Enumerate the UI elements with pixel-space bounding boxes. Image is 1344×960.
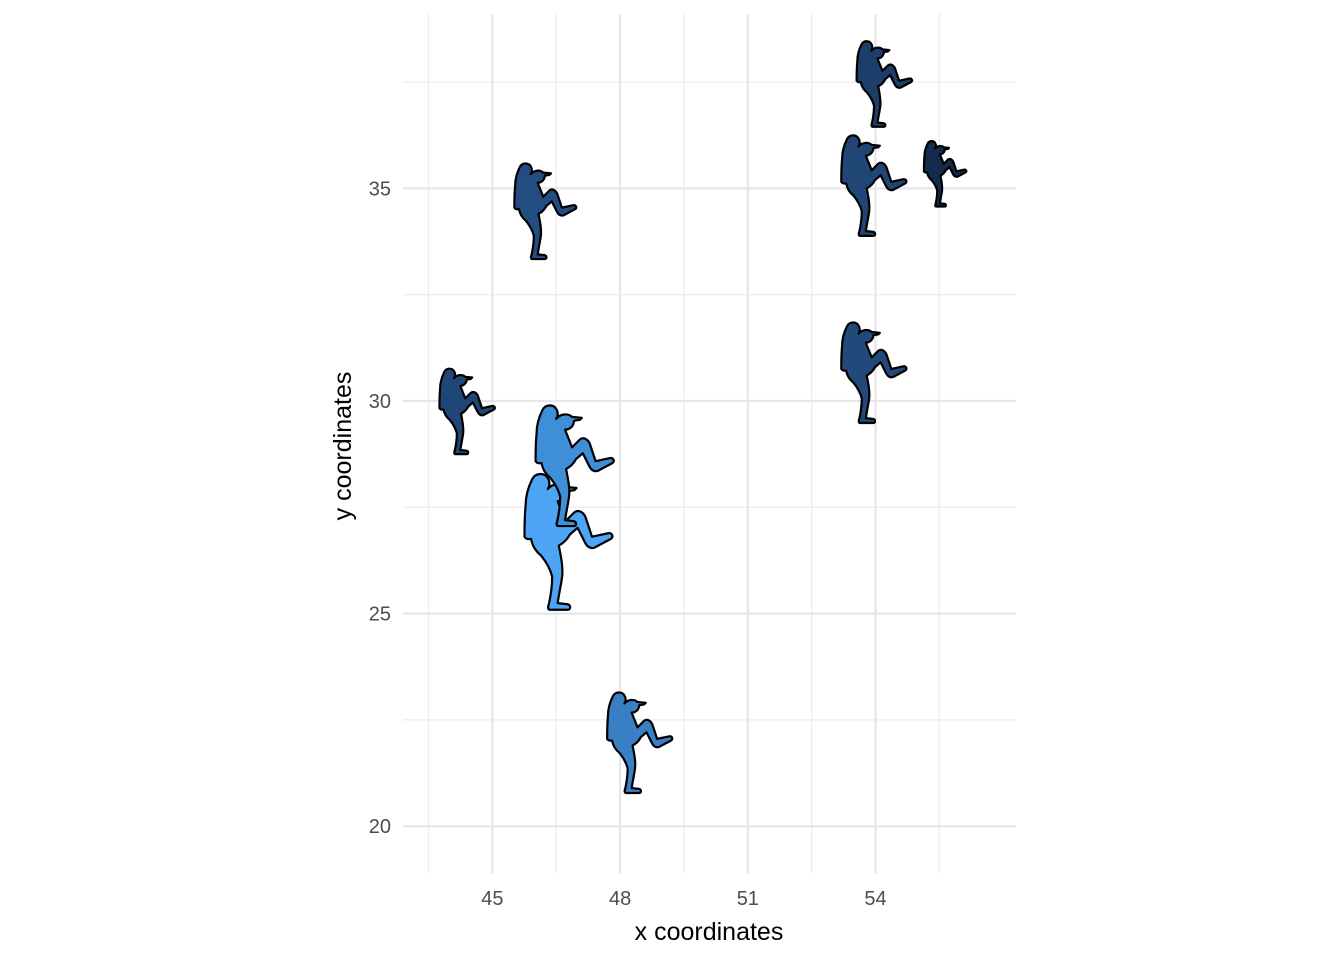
- y-tick-labels: 20 25 30 35: [369, 178, 391, 838]
- x-tick-label: 45: [481, 888, 503, 910]
- pitcher-point-5: [514, 164, 576, 260]
- pitcher-point-2: [536, 405, 614, 526]
- x-tick-labels: 45 48 51 54: [481, 888, 886, 910]
- x-tick-label: 51: [737, 888, 759, 910]
- x-tick-label: 54: [864, 888, 886, 910]
- y-tick-label: 25: [369, 604, 391, 626]
- pitcher-point-3: [607, 692, 672, 793]
- pitcher-point-7: [841, 135, 906, 236]
- pitcher-point-6: [841, 322, 906, 423]
- pitcher-point-9: [924, 141, 966, 206]
- y-axis-title: y coordinates: [329, 372, 357, 521]
- grid: [403, 14, 1016, 873]
- pitcher-point-4: [439, 369, 494, 454]
- x-tick-label: 48: [609, 888, 631, 910]
- pitcher-point-8: [857, 41, 912, 126]
- y-tick-label: 35: [369, 178, 391, 200]
- pitcher-markers: [439, 41, 966, 793]
- y-tick-label: 30: [369, 391, 391, 413]
- x-axis-title: x coordinates: [635, 918, 784, 946]
- y-tick-label: 20: [369, 816, 391, 838]
